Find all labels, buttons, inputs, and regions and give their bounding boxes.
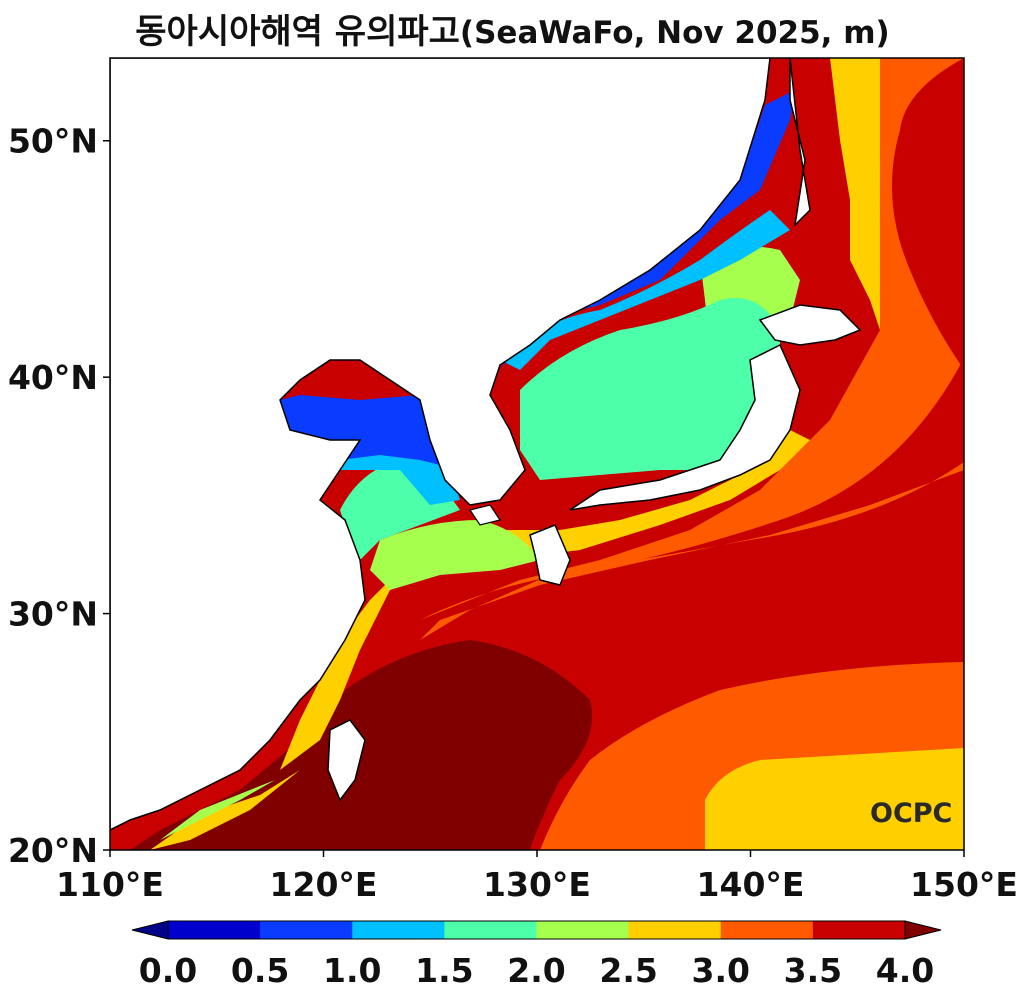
band-2.5-3.0-sw	[150, 770, 300, 850]
land-asia	[110, 58, 771, 831]
colorbar-tick-label: 1.5	[415, 951, 473, 990]
colorbar-tick-label: 0.5	[231, 951, 289, 990]
land-kyushu	[529, 524, 571, 586]
lat-axis: 20°N 30°N 40°N 50°N	[8, 122, 110, 870]
lon-tick-label: 150°E	[910, 865, 1018, 904]
colorbar-swatch	[444, 921, 537, 939]
lon-tick-label: 130°E	[483, 865, 591, 904]
band-1.0-1.5-japan-sea	[500, 210, 790, 370]
band-2.0-2.5-ecs	[370, 520, 540, 590]
colorbar-tick-label: 4.0	[876, 951, 934, 990]
band-0.5-1.0-coast	[500, 90, 795, 370]
lon-tick-label: 140°E	[697, 865, 805, 904]
colorbar-over-arrow	[904, 920, 942, 940]
chart-title: 동아시아해역 유의파고(SeaWaFo, Nov 2025, m)	[0, 4, 1025, 53]
colorbar-tick-label: 0.0	[139, 951, 197, 990]
colorbar-swatch	[168, 921, 261, 939]
band-1.5-2.0-japan-sea	[520, 298, 780, 480]
band-2.5-3.0-coast	[280, 430, 810, 770]
chart-title-main: 동아시아해역 유의파고	[135, 12, 460, 52]
colorbar-swatch	[812, 921, 906, 939]
lon-tick-label: 110°E	[56, 865, 164, 904]
colorbar: 0.0 0.5 1.0 1.5 2.0 2.5 3.0 3.5 4.0	[131, 920, 942, 990]
colorbar-swatch	[536, 921, 630, 939]
land-hokkaido	[758, 304, 862, 346]
lat-tick-label: 40°N	[8, 358, 98, 397]
lat-tick-label: 20°N	[8, 831, 98, 870]
colorbar-tick-label: 1.0	[323, 951, 381, 990]
band-2.0-2.5-sw	[160, 780, 275, 840]
colorbar-tick-label: 2.0	[507, 951, 565, 990]
colorbar-swatch	[352, 921, 445, 939]
band-3.0-3.5-north	[420, 58, 964, 620]
colorbar-swatch	[720, 921, 814, 939]
ocpc-logo: OCPC	[870, 798, 952, 829]
lat-tick-label: 30°N	[8, 595, 98, 634]
land-honshu	[569, 343, 801, 511]
colorbar-under-arrow	[131, 920, 169, 940]
colorbar-tick-label: 2.5	[599, 951, 657, 990]
wave-height-field	[110, 58, 964, 850]
colorbar-swatch	[628, 921, 722, 939]
land-taiwan	[327, 719, 366, 802]
land-sakhalin	[789, 58, 811, 228]
colorbar-swatch	[260, 921, 353, 939]
band-2.5-3.0-se	[705, 748, 964, 850]
lon-tick-label: 120°E	[270, 865, 378, 904]
colorbar-frame	[167, 920, 906, 940]
band-2.5-3.0-ne	[830, 58, 880, 330]
band-3.5-4.0-ne	[892, 58, 964, 370]
colorbar-tick-label: 3.5	[784, 951, 842, 990]
land-jeju	[469, 504, 501, 526]
colorbar-tick-label: 3.0	[692, 951, 750, 990]
lat-tick-label: 50°N	[8, 122, 98, 161]
chart-title-sub: (SeaWaFo, Nov 2025, m)	[459, 15, 890, 51]
lon-axis: 110°E 120°E 130°E 140°E 150°E	[56, 850, 1018, 904]
